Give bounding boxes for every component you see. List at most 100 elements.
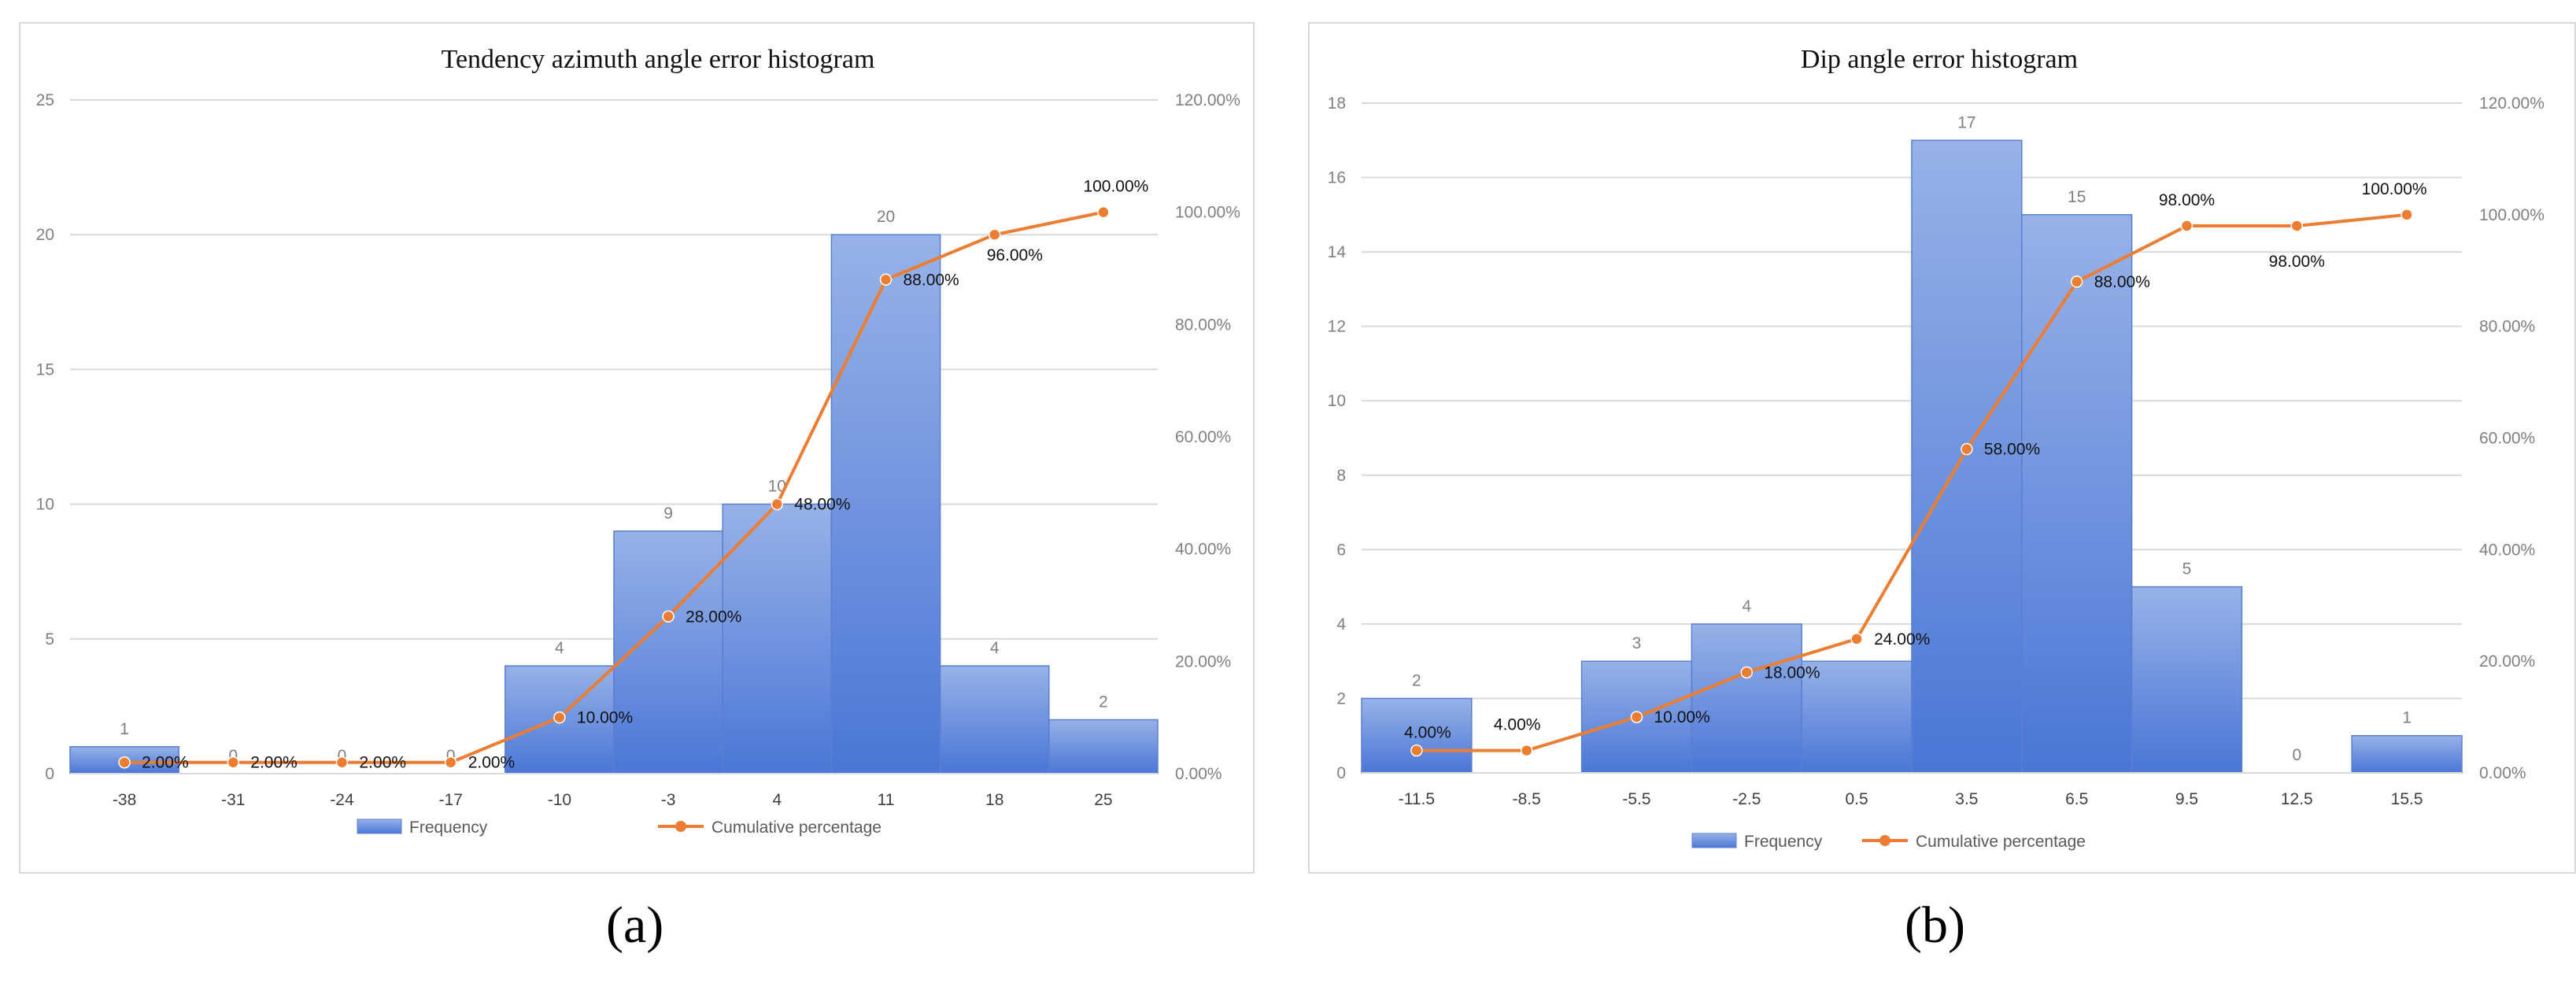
histogram-bar xyxy=(1911,139,2023,774)
y-tick-label: 6 xyxy=(1336,541,1346,559)
y2-tick-label: 0.00% xyxy=(1175,765,1222,783)
histogram-bar xyxy=(1048,719,1159,774)
y2-tick-label: 80.00% xyxy=(2479,318,2535,336)
bar-value-label: 0 xyxy=(228,747,238,765)
legend-line-marker xyxy=(1879,835,1890,846)
cumulative-value-label: 4.00% xyxy=(1404,724,1451,742)
cumulative-line xyxy=(124,210,1104,764)
histogram-bar xyxy=(1801,660,1913,774)
cumulative-value-label: 28.00% xyxy=(686,608,741,626)
cumulative-point xyxy=(1520,744,1533,757)
x-tick-label: 9.5 xyxy=(2175,790,2198,808)
x-tick-label: 0.5 xyxy=(1845,790,1868,808)
y-tick-label: 0 xyxy=(1336,764,1346,782)
bar-value-label: 9 xyxy=(663,504,673,523)
bar-value-label: 4 xyxy=(555,639,564,657)
y-tick-label: 4 xyxy=(1336,615,1346,634)
bar-value-label: 0 xyxy=(2292,746,2301,764)
bar-value-label: 1 xyxy=(120,720,129,738)
bar-value-label: 4 xyxy=(990,639,1000,657)
x-tick-label: 25 xyxy=(1094,791,1112,809)
cumulative-point xyxy=(1410,744,1423,757)
y-tick-label: 12 xyxy=(1328,318,1346,336)
legend-line-marker xyxy=(675,821,686,832)
cumulative-value-label: 88.00% xyxy=(904,271,959,289)
cumulative-value-label: 10.00% xyxy=(577,709,633,727)
x-tick-label: 4 xyxy=(772,791,782,809)
cumulative-point xyxy=(1097,205,1110,219)
cumulative-value-label: 4.00% xyxy=(1494,716,1541,734)
bar-value-label: 17 xyxy=(1957,113,1975,131)
legend-label-frequency: Frequency xyxy=(1744,833,1823,851)
y2-tick-label: 100.00% xyxy=(1175,204,1240,222)
cumulative-value-label: 24.00% xyxy=(1874,630,1930,649)
x-tick-label: -38 xyxy=(113,791,136,809)
histogram-bar xyxy=(2131,586,2243,774)
cumulative-point xyxy=(2400,209,2413,221)
y2-tick-label: 60.00% xyxy=(2479,430,2535,448)
y-tick-label: 16 xyxy=(1328,169,1346,187)
legend-bar-swatch xyxy=(1691,833,1737,848)
y-tick-label: 8 xyxy=(1336,467,1346,485)
cumulative-value-label: 58.00% xyxy=(1984,441,2040,459)
legend-label-cumulative: Cumulative percentage xyxy=(711,819,881,837)
cumulative-value-label: 96.00% xyxy=(987,246,1043,264)
histogram-bar xyxy=(613,530,723,774)
cumulative-point xyxy=(335,756,349,769)
x-tick-label: 3.5 xyxy=(1955,790,1978,808)
y-tick-label: 18 xyxy=(1328,94,1346,113)
histogram-bar xyxy=(722,503,833,774)
x-tick-label: 11 xyxy=(878,791,895,809)
bar-value-label: 4 xyxy=(1742,597,1751,615)
x-tick-label: -24 xyxy=(330,791,354,809)
cumulative-point xyxy=(1961,442,1973,456)
bar-value-label: 2 xyxy=(1412,671,1421,689)
x-tick-label: -8.5 xyxy=(1513,790,1541,808)
chart-svg-a: Tendency azimuth angle error histogram 0 5… xyxy=(36,45,1240,837)
histogram-bar xyxy=(1691,623,1802,774)
bar-value-label: 20 xyxy=(877,208,895,226)
caption-a: (a) xyxy=(606,896,664,954)
cumulative-value-label: 98.00% xyxy=(2269,253,2325,271)
y2-tick-label: 60.00% xyxy=(1175,428,1231,446)
caption-b: (b) xyxy=(1905,896,1965,954)
cumulative-value-label: 10.00% xyxy=(1654,708,1710,726)
x-tick-label: -11.5 xyxy=(1399,790,1435,808)
y-tick-label: 2 xyxy=(1336,689,1346,708)
y-tick-label: 25 xyxy=(36,91,54,109)
histogram-bar xyxy=(939,665,1050,774)
chart-svg-b: Dip angle error histogram024681012141618… xyxy=(1328,45,2545,851)
cumulative-line xyxy=(1416,212,2408,752)
bar-value-label: 0 xyxy=(446,747,456,765)
x-tick-label: -3 xyxy=(661,791,676,809)
histogram-bar xyxy=(2021,214,2133,774)
cumulative-value-label: 2.00% xyxy=(142,754,189,772)
cumulative-point xyxy=(662,610,674,623)
bar-value-label: 5 xyxy=(2182,560,2192,578)
bar-value-label: 10 xyxy=(768,478,786,496)
cumulative-value-label: 2.00% xyxy=(468,754,516,772)
x-tick-label: 15.5 xyxy=(2391,790,2423,808)
y-tick-label: 15 xyxy=(36,360,54,379)
legend-bar-swatch xyxy=(357,819,402,834)
y2-tick-label: 20.00% xyxy=(2479,652,2535,671)
cumulative-value-label: 48.00% xyxy=(794,496,850,514)
cumulative-point xyxy=(227,756,240,769)
chart-title: Dip angle error histogram xyxy=(1801,45,2078,74)
cumulative-value-label: 100.00% xyxy=(2362,180,2427,198)
bar-value-label: 1 xyxy=(2402,709,2412,727)
y2-tick-label: 120.00% xyxy=(1175,91,1240,109)
bar-value-label: 15 xyxy=(2068,188,2086,206)
x-tick-label: 18 xyxy=(985,791,1003,809)
y2-tick-label: 120.00% xyxy=(2479,94,2545,113)
legend-label-cumulative: Cumulative percentage xyxy=(1916,833,2086,851)
y2-tick-label: 20.00% xyxy=(1175,652,1231,671)
cumulative-value-label: 2.00% xyxy=(360,754,407,772)
bar-value-label: 0 xyxy=(338,747,347,765)
y2-tick-label: 0.00% xyxy=(2479,764,2526,782)
cumulative-point xyxy=(1740,666,1754,679)
y2-tick-label: 80.00% xyxy=(1175,316,1231,334)
cumulative-point xyxy=(553,711,566,724)
cumulative-point xyxy=(1630,711,1643,723)
histogram-bar xyxy=(830,234,941,774)
